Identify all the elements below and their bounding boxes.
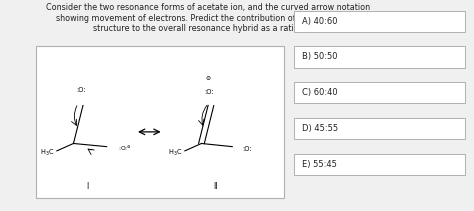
Text: Consider the two resonance forms of acetate ion, and the curved arrow notation: Consider the two resonance forms of acet… xyxy=(46,3,371,12)
Text: C) 60:40: C) 60:40 xyxy=(302,88,338,97)
FancyBboxPatch shape xyxy=(294,46,465,68)
Text: H$_3$C: H$_3$C xyxy=(168,148,182,158)
Text: :O:$^{\ominus}$: :O:$^{\ominus}$ xyxy=(118,144,132,153)
Text: A) 40:60: A) 40:60 xyxy=(302,17,338,26)
Text: :O:: :O: xyxy=(76,87,85,93)
Text: $\ominus$: $\ominus$ xyxy=(205,74,212,82)
Text: H$_3$C: H$_3$C xyxy=(40,148,55,158)
Text: II: II xyxy=(213,182,218,191)
Text: :O:: :O: xyxy=(204,89,213,95)
FancyBboxPatch shape xyxy=(36,46,284,198)
Text: :O:: :O: xyxy=(243,146,252,152)
Text: D) 45:55: D) 45:55 xyxy=(302,124,338,133)
FancyBboxPatch shape xyxy=(294,82,465,103)
FancyBboxPatch shape xyxy=(294,118,465,139)
Text: structure to the overall resonance hybrid as a ratio of I:II.: structure to the overall resonance hybri… xyxy=(93,24,324,33)
FancyBboxPatch shape xyxy=(294,154,465,175)
Text: I: I xyxy=(87,182,89,191)
Text: showing movement of electrons. Predict the contribution of each resonance: showing movement of electrons. Predict t… xyxy=(55,14,362,23)
Text: E) 55:45: E) 55:45 xyxy=(302,160,337,169)
Text: B) 50:50: B) 50:50 xyxy=(302,53,338,61)
FancyBboxPatch shape xyxy=(294,11,465,32)
